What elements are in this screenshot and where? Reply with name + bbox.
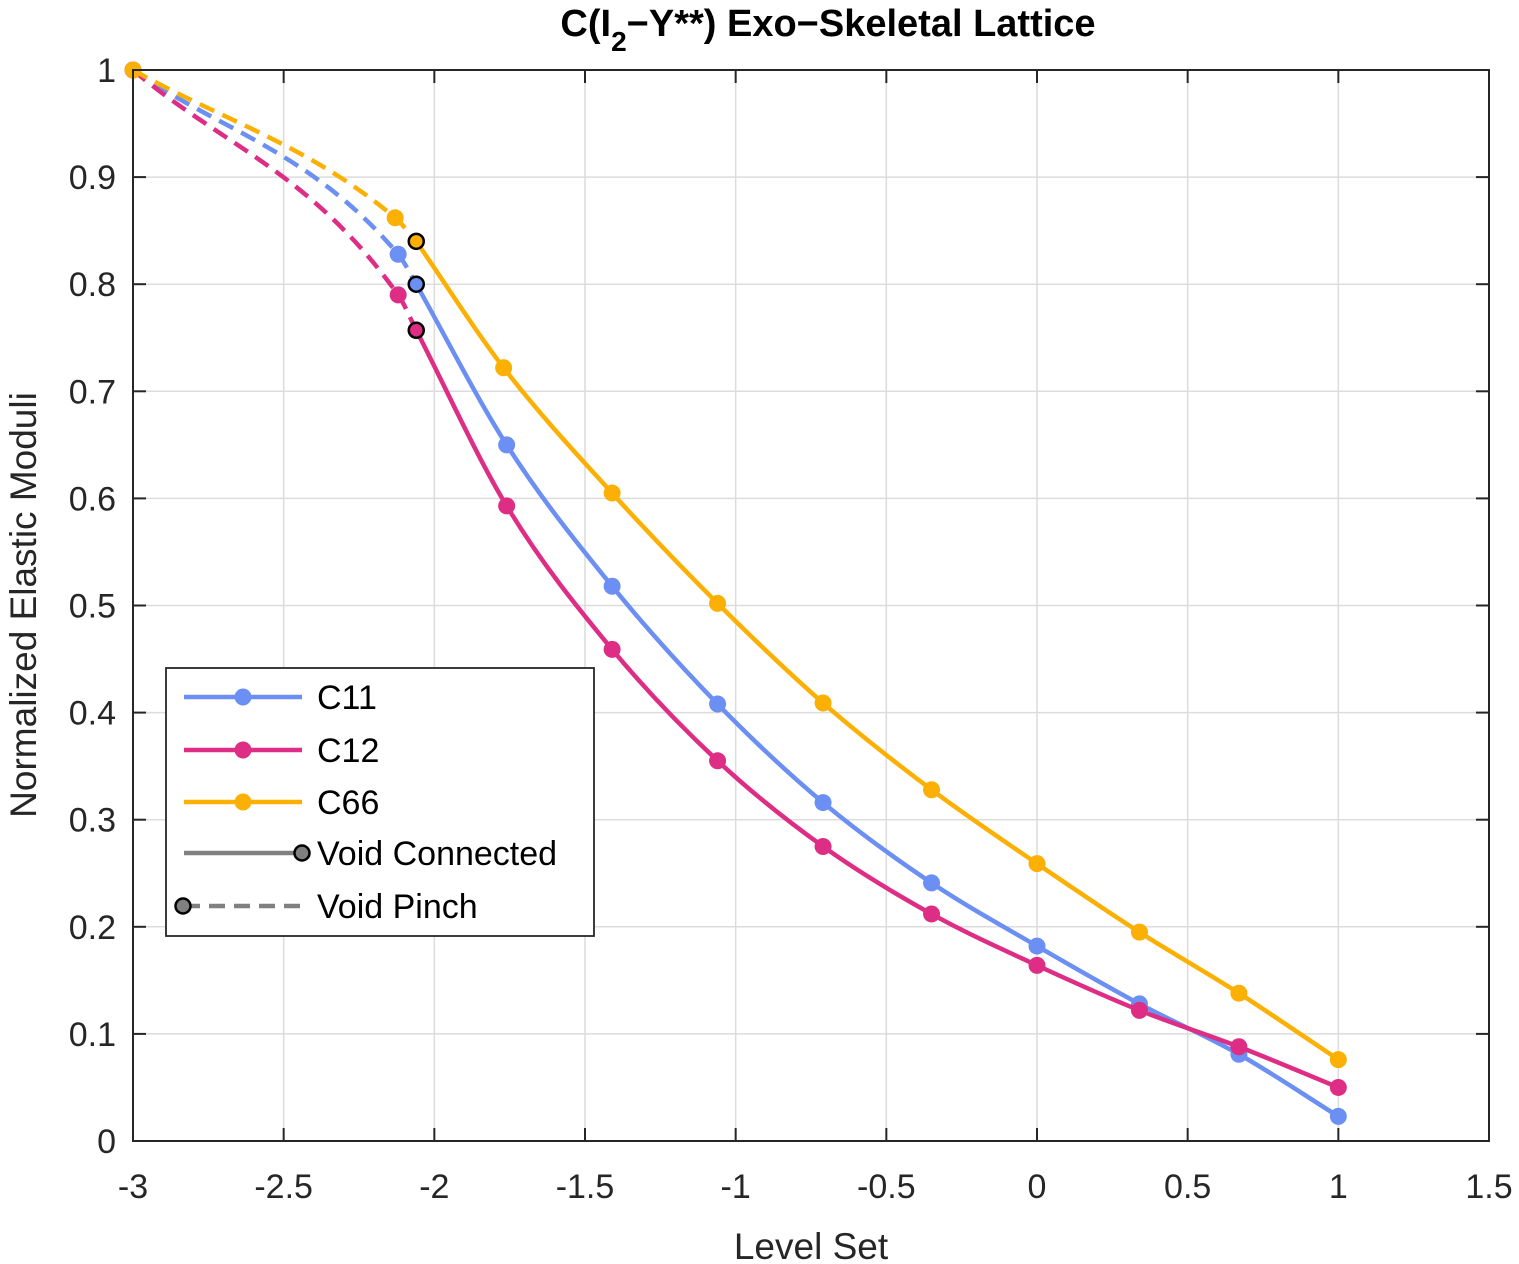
- series-c12-transition-point: [407, 321, 426, 340]
- series-c12-point: [498, 497, 516, 515]
- series-c12-point: [1329, 1078, 1347, 1096]
- y-tick-label: 0: [97, 1123, 116, 1161]
- y-tick-label: 0.3: [69, 802, 116, 840]
- series-c66-point: [386, 209, 404, 227]
- series-c11-point: [603, 577, 621, 595]
- series-c12-point: [603, 640, 621, 658]
- series-c12-point: [709, 752, 727, 770]
- series-c66-transition-point: [407, 232, 426, 251]
- x-tick-label: -2: [419, 1168, 449, 1206]
- series-c12-point: [923, 905, 941, 923]
- y-tick-label: 0.1: [69, 1016, 116, 1054]
- y-tick-label: 0.2: [69, 909, 116, 947]
- y-tick-label: 0.5: [69, 588, 116, 626]
- series-c12-point: [1028, 956, 1046, 974]
- series-c11-pinch-line: [131, 68, 419, 286]
- legend-entry-c11: C11: [184, 679, 377, 717]
- x-tick-label: -2.5: [254, 1168, 313, 1206]
- series-c11-point: [498, 436, 516, 454]
- x-tick-label: 1.5: [1465, 1168, 1512, 1206]
- legend-entry-void-connected: Void Connected: [184, 835, 557, 873]
- legend-label: C12: [317, 732, 379, 770]
- x-tick-label: -1.5: [556, 1168, 615, 1206]
- series-c11-transition-point: [407, 275, 426, 293]
- legend-label: C66: [317, 784, 379, 822]
- x-axis-label: Level Set: [734, 1226, 889, 1264]
- series-c12-point: [1130, 1001, 1148, 1019]
- series-c66-point: [709, 594, 727, 612]
- legend-marker: [234, 688, 252, 706]
- x-tick-label: 0.5: [1164, 1168, 1211, 1206]
- series-c11-point: [923, 874, 941, 892]
- series-c12-connected-line: [414, 329, 1340, 1090]
- legend-entry-c12: C12: [184, 732, 379, 770]
- series-c66-point: [1230, 984, 1248, 1002]
- axes-box: [132, 69, 1490, 1142]
- axes: -3 -2.5 -2 -1.5 -1 -0.5 0 0.5 1 1.5 0 0.1 0.2 0.3 0.4 0…: [69, 52, 1513, 1206]
- x-tick-label: 1: [1329, 1168, 1348, 1206]
- series-c11-point: [814, 794, 832, 812]
- y-axis-label: Normalized Elastic Moduli: [3, 392, 44, 818]
- series-c66-pinch-line: [131, 68, 418, 243]
- y-tick-label: 0.9: [69, 159, 116, 197]
- x-tick-label: -1: [721, 1168, 751, 1206]
- chart-title-suffix: −Y**) Exo−Skeletal Lattice: [627, 3, 1096, 45]
- series-c12-point: [1230, 1038, 1248, 1056]
- legend: C11 C12 C66 Void Connected Void Pinch: [165, 667, 595, 937]
- series-c11-point: [1329, 1107, 1347, 1125]
- series-c66-point: [1130, 923, 1148, 941]
- legend-label: C11: [317, 679, 377, 717]
- series-c66-point: [923, 781, 941, 799]
- grid-lines: [132, 69, 1490, 1142]
- series-c11-point: [1028, 937, 1046, 955]
- series-c12-point: [814, 837, 832, 855]
- y-tick-label: 0.6: [69, 480, 116, 518]
- legend-label: Void Pinch: [317, 888, 478, 926]
- series-c12: [124, 61, 1347, 1096]
- legend-label: Void Connected: [317, 835, 557, 873]
- series-c66-point: [495, 359, 513, 377]
- series-c11-point: [389, 245, 407, 263]
- y-tick-label: 0.8: [69, 266, 116, 304]
- chart-title-subscript: 2: [611, 26, 627, 57]
- legend-marker: [234, 741, 252, 759]
- y-tick-label: 1: [97, 52, 116, 90]
- y-tick-label: 0.4: [69, 695, 116, 733]
- legend-marker: [234, 793, 252, 811]
- series-c66-point: [1028, 855, 1046, 873]
- series-c66-connected-line: [414, 240, 1340, 1062]
- series-c12-point: [389, 286, 407, 304]
- series-c66-point: [1329, 1051, 1347, 1069]
- series-c66-point: [814, 694, 832, 712]
- legend-entry-c66: C66: [184, 784, 379, 822]
- series-c66-point: [603, 484, 621, 502]
- chart-title: C(I2−Y**) Exo−Skeletal Lattice: [560, 3, 1095, 57]
- series-c12-pinch-line: [131, 68, 419, 332]
- legend-marker: [293, 844, 311, 862]
- legend-entry-void-pinch: Void Pinch: [174, 888, 478, 926]
- chart-title-prefix: C(I: [560, 3, 611, 45]
- x-tick-label: -0.5: [857, 1168, 916, 1206]
- series-c66: [124, 61, 1347, 1069]
- legend-marker: [174, 897, 192, 915]
- x-tick-label: 0: [1028, 1168, 1047, 1206]
- x-tick-label: -3: [118, 1168, 148, 1206]
- series-c11-point: [709, 695, 727, 713]
- y-tick-label: 0.7: [69, 373, 116, 411]
- plot-area: [124, 61, 1347, 1125]
